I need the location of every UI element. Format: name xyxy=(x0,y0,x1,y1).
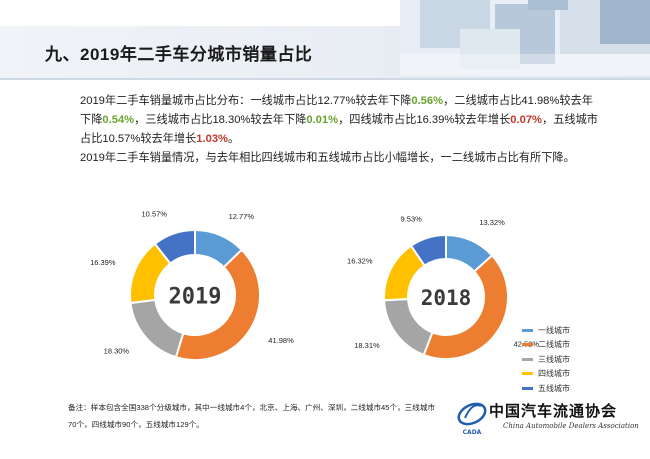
summary-paragraph-2: 2019年二手车销量情况，与去年相比四线城市和五线城市占比小幅增长，一二线城市占… xyxy=(80,152,575,164)
data-label-2019-3: 18.30% xyxy=(104,346,130,355)
summary-text-run: ，四线城市占比16.39%较去年增长 xyxy=(338,114,511,126)
summary-text-run: 2019年二手车销量城市占比分布：一线城市占比12.77%较去年下降 xyxy=(80,95,412,107)
legend-swatch xyxy=(522,328,533,332)
change-value: 1.03% xyxy=(196,133,228,145)
cada-logo: CADA 中国汽车流通协会 China Automobile Dealers A… xyxy=(455,394,639,440)
legend-item: 三线城市 xyxy=(522,352,570,367)
footnote: 备注：样本包含全国338个分级城市，其中一线城市4个，北京、上海、广州、深圳，二… xyxy=(68,403,436,429)
chart-legend: 一线城市二线城市三线城市四线城市五线城市 xyxy=(522,323,570,396)
summary-paragraph-1: 2019年二手车销量城市占比分布：一线城市占比12.77%较去年下降0.56%，… xyxy=(80,92,600,149)
change-value: 0.07% xyxy=(510,114,542,126)
legend-label: 二线城市 xyxy=(538,340,570,350)
data-label-2019-5: 10.57% xyxy=(142,210,168,219)
change-value: 0.01% xyxy=(306,114,339,126)
legend-swatch xyxy=(522,386,533,390)
data-label-2019-2: 41.98% xyxy=(268,336,294,345)
legend-label: 五线城市 xyxy=(538,383,570,393)
summary-text-run: ，三线城市占比18.30%较去年下降 xyxy=(134,114,307,126)
cada-badge-text: CADA xyxy=(463,429,482,436)
summary-text-run: 。 xyxy=(228,133,240,145)
data-label-2018-1: 13.32% xyxy=(479,218,505,227)
logo-chinese-name: 中国汽车流通协会 xyxy=(489,402,618,420)
legend-label: 一线城市 xyxy=(538,325,570,335)
legend-item: 二线城市 xyxy=(522,338,570,353)
donut-slice-2018-2 xyxy=(422,254,509,360)
legend-swatch xyxy=(522,372,533,376)
data-label-2019-4: 16.39% xyxy=(90,258,116,267)
summary-text-run: ，五线城市占比10.57%较去年增长 xyxy=(80,114,598,145)
summary-text-run: ，二线城市占比41.98%较去年下降 xyxy=(80,95,593,126)
legend-label: 四线城市 xyxy=(538,369,570,379)
chart-center-year-2019: 2019 xyxy=(169,284,222,309)
legend-item: 五线城市 xyxy=(522,381,570,396)
donut-slice-2019-5 xyxy=(153,228,196,265)
data-label-2018-4: 16.32% xyxy=(347,257,373,266)
legend-item: 一线城市 xyxy=(522,323,570,338)
change-value: 0.56% xyxy=(411,95,444,107)
legend-item: 四线城市 xyxy=(522,367,570,382)
page-title: 九、2019年二手车分城市销量占比 xyxy=(45,45,313,64)
donut-slice-2019-2 xyxy=(174,248,261,361)
donut-slice-2018-5 xyxy=(409,233,447,268)
legend-label: 三线城市 xyxy=(538,354,570,364)
summary-text: 2019年二手车销量城市占比分布：一线城市占比12.77%较去年下降0.56%，… xyxy=(80,92,600,168)
cada-emblem-icon: CADA xyxy=(457,402,487,436)
data-label-2018-5: 9.53% xyxy=(401,215,423,224)
header-divider xyxy=(0,78,650,80)
logo-english-name: China Automobile Dealers Association xyxy=(503,422,639,430)
change-value: 0.54% xyxy=(102,114,135,126)
data-label-2019-1: 12.77% xyxy=(229,212,255,221)
legend-swatch xyxy=(522,343,533,347)
header-decoration-image xyxy=(400,0,650,76)
legend-swatch xyxy=(522,357,533,361)
data-label-2018-3: 18.31% xyxy=(354,341,380,350)
chart-center-year-2018: 2018 xyxy=(421,286,472,310)
